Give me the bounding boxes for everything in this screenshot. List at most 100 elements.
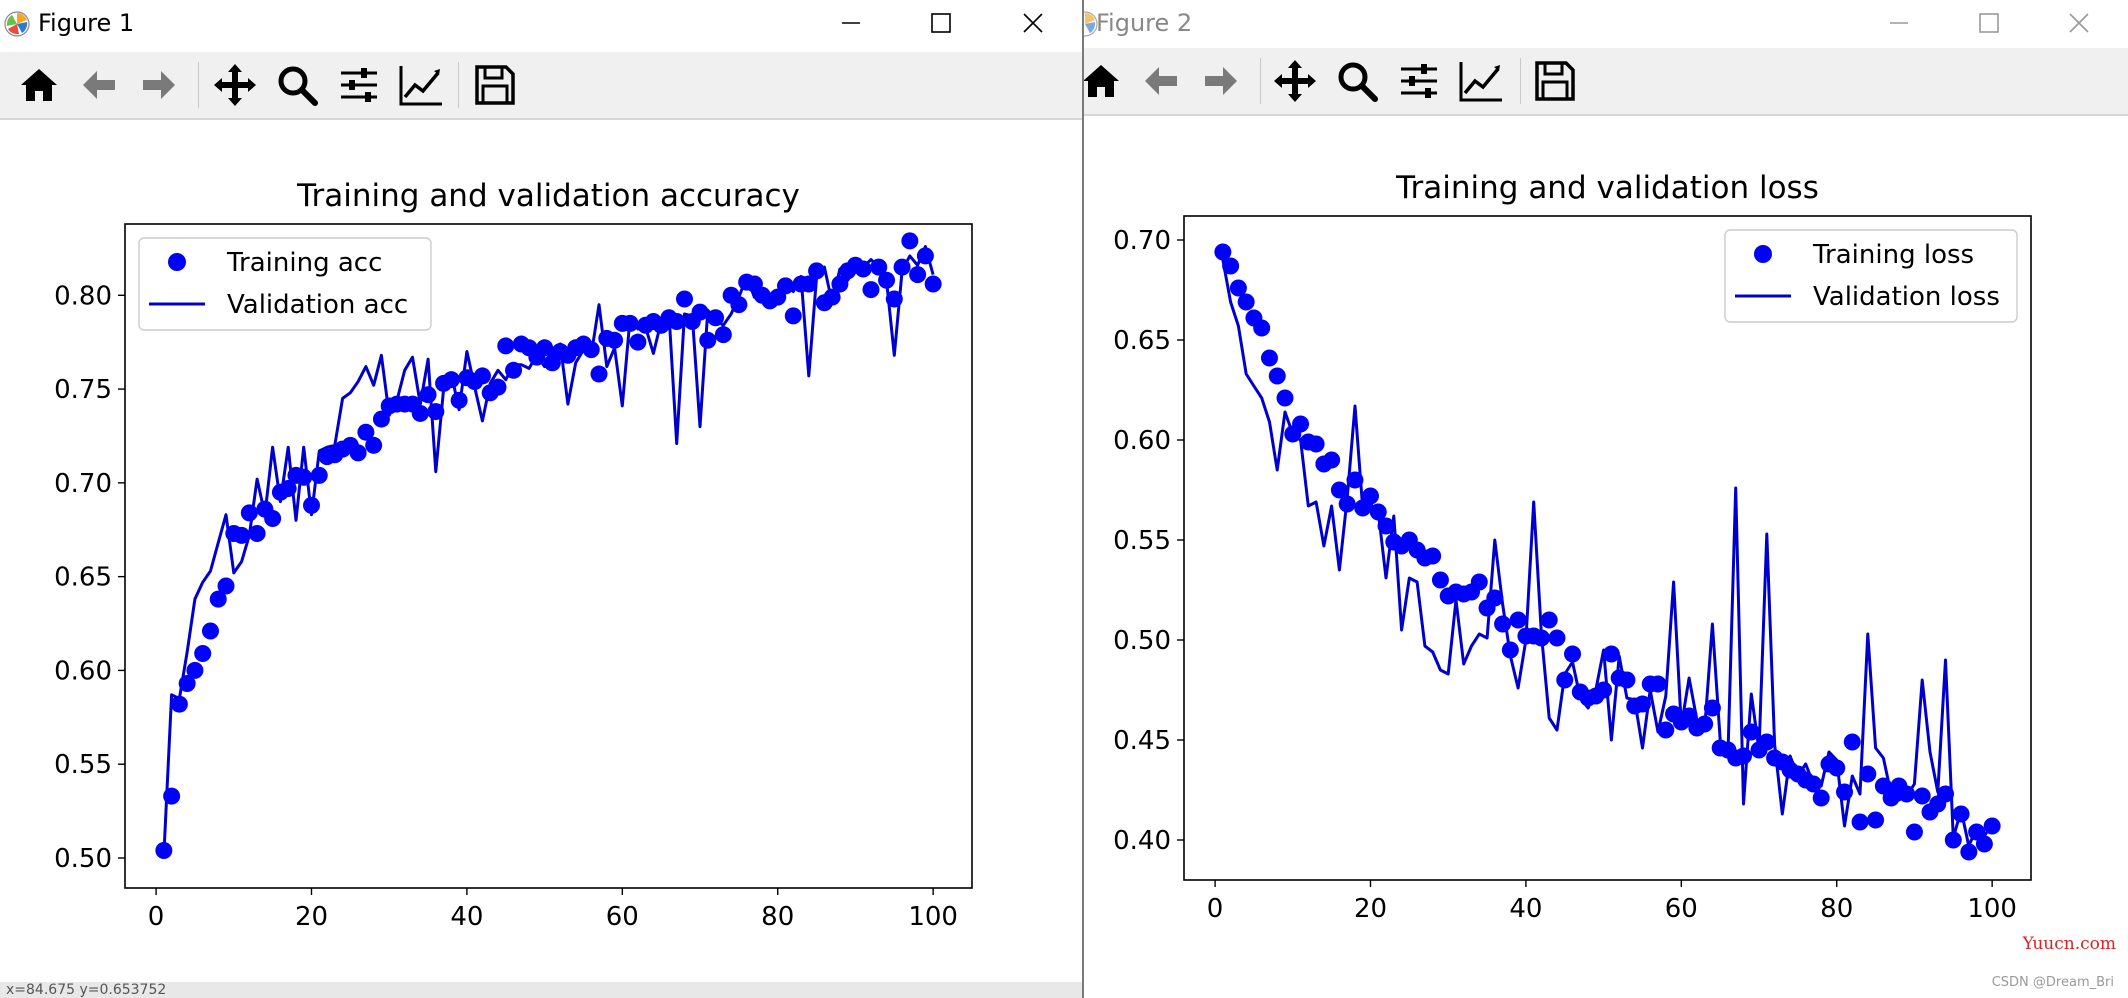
training-data-point: [1828, 759, 1846, 777]
training-data-point: [1509, 611, 1527, 629]
legend-label: Validation acc: [227, 290, 408, 320]
home-button[interactable]: [14, 60, 64, 110]
save-button[interactable]: [1530, 56, 1580, 106]
forward-button[interactable]: [134, 60, 184, 110]
training-data-point: [505, 361, 523, 379]
training-data-point: [924, 275, 942, 293]
training-data-point: [1338, 495, 1356, 513]
maximize-icon: [931, 13, 951, 33]
pan-button[interactable]: [210, 60, 260, 110]
edit-axis-button[interactable]: [1456, 56, 1506, 106]
training-data-point: [668, 313, 686, 331]
accuracy-axes-frame: [124, 223, 973, 889]
training-data-point: [714, 326, 732, 344]
save-icon: [475, 65, 515, 105]
training-data-point: [1323, 451, 1341, 469]
zoom-button[interactable]: [1332, 56, 1382, 106]
maximize-button[interactable]: [896, 0, 986, 46]
figure1-canvas[interactable]: Training and validation accuracy 0 20 40 60 8…: [0, 120, 1082, 998]
training-data-point: [365, 436, 383, 454]
x-tick-label: 0: [148, 902, 165, 932]
training-data-point: [1882, 789, 1900, 807]
configure-subplots-icon: [1401, 64, 1437, 98]
home-icon: [21, 69, 57, 101]
training-data-point: [1548, 629, 1566, 647]
training-data-point: [194, 645, 212, 663]
accuracy-chart[interactable]: Training and validation accuracy 0 20 40 60 8…: [0, 120, 1082, 982]
training-data-point: [1229, 279, 1247, 297]
y-tick-label: 0.40: [1113, 826, 1171, 856]
x-tick-label: 20: [1354, 894, 1387, 924]
legend-label: Training acc: [226, 248, 382, 278]
close-button[interactable]: [2034, 0, 2124, 46]
training-data-point: [1501, 641, 1519, 659]
back-icon: [1145, 67, 1177, 95]
y-tick-label: 0.60: [1113, 426, 1171, 456]
training-data-point: [893, 258, 911, 276]
training-data-point: [1532, 629, 1550, 647]
figure1-toolbar: [0, 52, 1082, 120]
legend-marker: [168, 253, 186, 271]
x-tick-label: 100: [908, 902, 958, 932]
training-data-point: [606, 331, 624, 349]
training-data-point: [1898, 785, 1916, 803]
training-data-point: [1377, 517, 1395, 535]
close-button[interactable]: [988, 0, 1078, 46]
edit-axis-button[interactable]: [396, 60, 446, 110]
home-icon: [1084, 65, 1119, 97]
training-data-point: [302, 496, 320, 514]
training-data-point: [1968, 823, 1986, 841]
toolbar-separator: [1520, 58, 1521, 104]
save-button[interactable]: [470, 60, 520, 110]
training-data-point: [1237, 293, 1255, 311]
training-data-point: [1361, 487, 1379, 505]
save-icon: [1535, 61, 1575, 101]
training-data-point: [1330, 481, 1348, 499]
training-data-point: [155, 841, 173, 859]
configure-subplots-button[interactable]: [1394, 56, 1444, 106]
training-data-point: [1354, 499, 1372, 517]
legend-label: Validation loss: [1813, 282, 2000, 312]
training-data-point: [1260, 349, 1278, 367]
training-data-point: [1758, 733, 1776, 751]
accuracy-legend: Training acc Validation acc: [138, 237, 432, 331]
figure1-titlebar[interactable]: Figure 1: [0, 0, 1082, 48]
back-button[interactable]: [74, 60, 124, 110]
home-button[interactable]: [1084, 56, 1126, 106]
figure1-window: Figure 1: [0, 0, 1082, 998]
training-data-point: [186, 661, 204, 679]
training-data-point: [885, 290, 903, 308]
x-tick-label: 40: [1509, 894, 1542, 924]
training-data-point: [163, 787, 181, 805]
zoom-button[interactable]: [272, 60, 322, 110]
maximize-button[interactable]: [1944, 0, 2034, 46]
training-data-point: [1540, 611, 1558, 629]
loss-chart[interactable]: Training and validation loss 0 20 40 60 80 100…: [1084, 116, 2128, 998]
training-data-point: [1680, 707, 1698, 725]
training-data-point: [1804, 775, 1822, 793]
training-data-point: [178, 675, 196, 693]
training-data-point: [1346, 471, 1364, 489]
maximize-icon: [1979, 13, 1999, 33]
y-tick-label: 0.55: [1113, 526, 1171, 556]
training-data-point: [707, 309, 725, 327]
training-data-point: [1292, 415, 1310, 433]
training-data-point: [916, 247, 934, 265]
figure2-titlebar[interactable]: Figure 2: [1084, 0, 2128, 48]
minimize-button[interactable]: [806, 0, 896, 46]
close-icon: [2069, 13, 2089, 33]
minimize-button[interactable]: [1854, 0, 1944, 46]
forward-button[interactable]: [1196, 56, 1246, 106]
back-button[interactable]: [1136, 56, 1186, 106]
configure-subplots-button[interactable]: [334, 60, 384, 110]
window-divider: [1082, 0, 1084, 998]
training-data-point: [240, 504, 258, 522]
edit-axis-icon: [1459, 62, 1502, 102]
training-data-point: [357, 423, 375, 441]
figure2-canvas[interactable]: Training and validation loss 0 20 40 60 80 100…: [1084, 116, 2128, 998]
training-data-point: [1657, 721, 1675, 739]
training-data-point: [1564, 645, 1582, 663]
training-data-point: [1703, 699, 1721, 717]
pan-button[interactable]: [1270, 56, 1320, 106]
training-data-point: [808, 262, 826, 280]
